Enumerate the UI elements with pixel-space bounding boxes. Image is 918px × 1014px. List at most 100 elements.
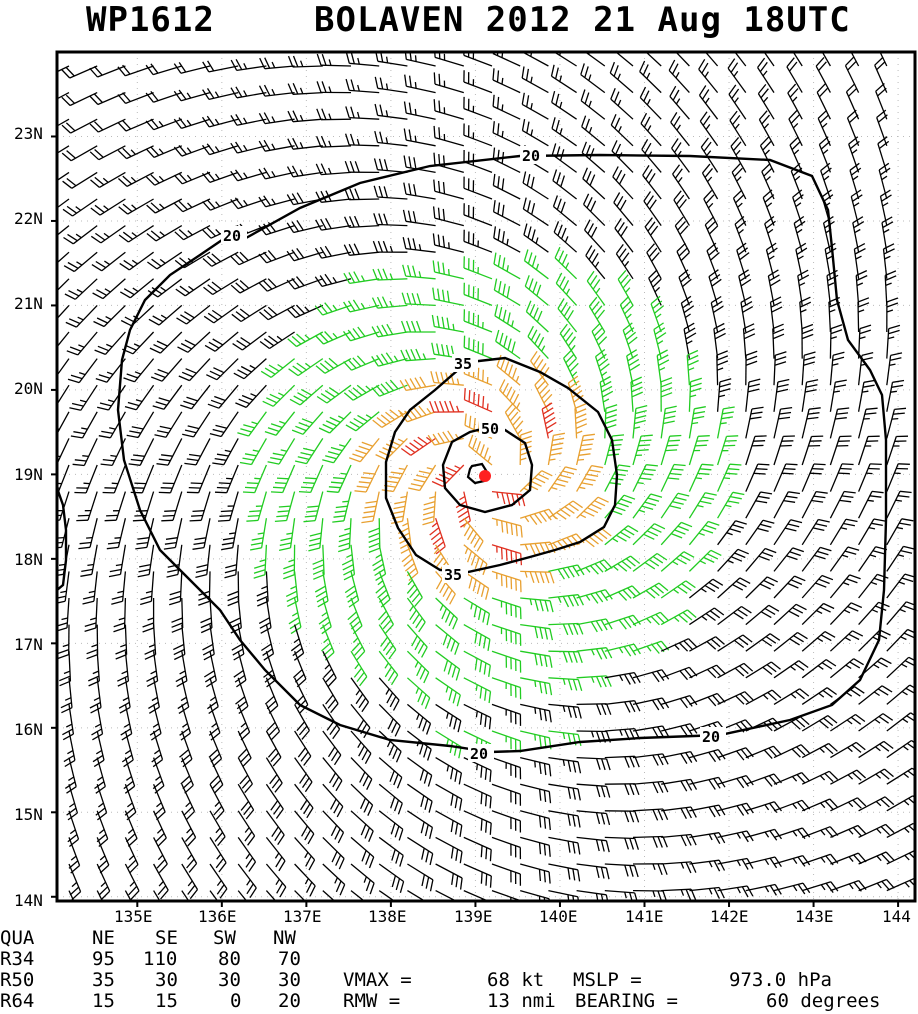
wind-barb bbox=[89, 145, 126, 161]
wind-barb bbox=[728, 84, 747, 120]
wind-barb bbox=[176, 304, 211, 325]
wind-barb bbox=[96, 837, 110, 874]
wind-barb bbox=[406, 677, 431, 709]
wind-barb bbox=[378, 863, 405, 893]
wind-barb bbox=[161, 491, 183, 522]
wind-barb bbox=[468, 434, 493, 466]
wind-barb bbox=[829, 658, 864, 679]
wind-barb bbox=[68, 863, 82, 900]
wind-barb bbox=[857, 297, 870, 333]
wind-barb bbox=[626, 349, 641, 386]
contour-label: 20 bbox=[702, 728, 720, 746]
wind-barb bbox=[672, 164, 690, 200]
wind-barb bbox=[431, 464, 465, 487]
wind-barb bbox=[745, 633, 781, 652]
wind-barb bbox=[661, 694, 698, 709]
wind-barb bbox=[520, 623, 554, 641]
wind-barb bbox=[400, 348, 436, 362]
wind-barb bbox=[375, 571, 391, 608]
wind-barb bbox=[858, 685, 893, 705]
wind-barb bbox=[345, 106, 380, 120]
wind-barb bbox=[372, 240, 408, 253]
wind-barb bbox=[435, 890, 456, 900]
wind-barb bbox=[632, 889, 667, 900]
wind-barb bbox=[84, 597, 98, 633]
wind-barb bbox=[314, 571, 329, 608]
wind-barb bbox=[576, 889, 609, 900]
wind-barb bbox=[153, 890, 161, 900]
wind-barb bbox=[58, 198, 70, 208]
wind-barb bbox=[698, 58, 719, 94]
wind-barb bbox=[632, 863, 668, 876]
wind-barb bbox=[874, 56, 888, 93]
wind-barb bbox=[801, 463, 826, 492]
wind-barb bbox=[181, 783, 196, 821]
wind-barb bbox=[547, 432, 566, 466]
wind-barb bbox=[371, 379, 408, 397]
wind-barb bbox=[494, 304, 521, 333]
wind-barb bbox=[378, 890, 394, 900]
wind-barb bbox=[858, 518, 886, 546]
wind-barb bbox=[496, 354, 521, 386]
wind-barb bbox=[378, 783, 403, 815]
wind-barb bbox=[786, 57, 803, 93]
storm-id: WP1612 bbox=[86, 0, 215, 40]
wind-barb bbox=[599, 375, 614, 412]
wind-barb bbox=[875, 83, 888, 120]
wind-barb bbox=[231, 304, 267, 323]
wind-barb bbox=[801, 631, 836, 652]
wind-barb bbox=[378, 677, 400, 711]
wind-barb bbox=[202, 251, 239, 267]
wind-barb bbox=[371, 296, 408, 309]
wind-barb bbox=[576, 647, 613, 660]
wind-barb bbox=[745, 435, 767, 466]
wind-barb bbox=[287, 55, 323, 68]
wind-barb bbox=[322, 650, 337, 687]
wind-barb bbox=[58, 304, 70, 319]
wind-barb bbox=[688, 520, 720, 546]
wind-barb bbox=[548, 783, 581, 801]
wind-barb bbox=[89, 118, 126, 133]
wind-barb bbox=[713, 322, 726, 359]
wind-barb bbox=[548, 836, 581, 855]
wind-barb bbox=[648, 269, 662, 306]
wind-barb bbox=[463, 203, 493, 227]
wind-barb bbox=[886, 822, 914, 838]
wind-barb bbox=[407, 890, 425, 900]
wind-barb bbox=[632, 552, 668, 572]
wind-barb bbox=[121, 730, 134, 768]
wind-barb bbox=[491, 756, 522, 780]
wind-barb bbox=[745, 745, 782, 760]
wind-barb bbox=[258, 112, 295, 125]
wind-barb bbox=[630, 376, 643, 412]
wind-barb bbox=[209, 890, 218, 900]
wind-barb bbox=[433, 125, 464, 147]
wind-barb bbox=[548, 500, 583, 520]
wind-barb bbox=[209, 783, 225, 820]
wind-barb bbox=[173, 171, 211, 185]
wind-barb bbox=[207, 384, 239, 409]
wind-barb bbox=[343, 299, 380, 313]
wind-barb bbox=[689, 776, 726, 790]
wind-barb bbox=[67, 810, 80, 848]
table-header-ne: NE bbox=[92, 927, 115, 949]
wind-barb bbox=[67, 358, 98, 384]
wind-barb bbox=[332, 491, 352, 523]
wind-barb bbox=[287, 110, 323, 123]
wind-barb bbox=[373, 185, 408, 200]
wind-barb bbox=[886, 352, 903, 386]
wind-barb bbox=[118, 198, 154, 215]
wind-barb bbox=[132, 491, 155, 522]
wind-barb bbox=[145, 145, 183, 158]
wind-barb bbox=[264, 411, 296, 436]
radii-table: QUA NE SE SW NW R34 95 110 80 70 R50 35 … bbox=[0, 927, 301, 1012]
wind-barb bbox=[322, 863, 346, 896]
wind-barb bbox=[801, 351, 816, 386]
wind-barb bbox=[186, 464, 211, 494]
wind-barb bbox=[858, 851, 895, 865]
wind-barb bbox=[676, 53, 690, 67]
wind-barb bbox=[745, 689, 782, 705]
wind-barb bbox=[661, 888, 697, 900]
wind-barb bbox=[632, 523, 666, 546]
wind-barb bbox=[820, 162, 832, 200]
